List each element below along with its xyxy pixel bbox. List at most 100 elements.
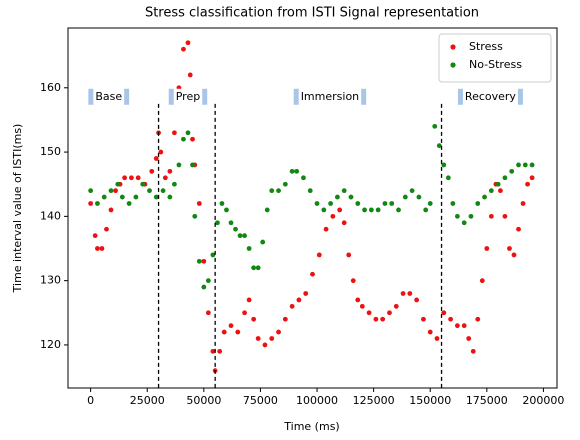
annotation-box xyxy=(293,88,367,105)
chart-title: Stress classification from ISTI Signal r… xyxy=(145,6,479,21)
annotation-bg xyxy=(168,88,208,105)
point xyxy=(201,284,207,290)
point xyxy=(153,156,159,161)
point xyxy=(95,201,100,206)
point xyxy=(479,278,485,284)
point xyxy=(108,188,114,194)
point xyxy=(450,201,456,206)
point xyxy=(382,201,388,206)
annotation-bg xyxy=(457,88,523,105)
point xyxy=(276,188,281,194)
point xyxy=(196,201,202,206)
annotation: Prep xyxy=(176,90,200,103)
point xyxy=(307,188,313,194)
x-tick-label: 25000 xyxy=(130,394,165,407)
point xyxy=(335,194,340,200)
point xyxy=(522,162,528,168)
point xyxy=(488,188,494,194)
point xyxy=(416,194,422,200)
point xyxy=(482,194,487,200)
point xyxy=(448,316,453,322)
point xyxy=(421,316,426,322)
annotation: Immersion xyxy=(301,90,359,103)
point xyxy=(432,123,438,129)
x-tick-label: 150000 xyxy=(409,394,451,407)
point xyxy=(251,265,257,271)
point xyxy=(104,226,109,232)
point xyxy=(255,336,261,341)
y-tick-label: 150 xyxy=(40,145,61,158)
x-tick-label: 200000 xyxy=(522,394,564,407)
point xyxy=(323,226,329,232)
point xyxy=(475,316,481,322)
point xyxy=(484,246,490,251)
point xyxy=(393,303,399,309)
point xyxy=(251,316,257,322)
point xyxy=(488,213,494,219)
point xyxy=(427,201,433,206)
point xyxy=(88,188,94,194)
point xyxy=(296,297,302,303)
point xyxy=(423,207,429,213)
point xyxy=(348,194,354,200)
point xyxy=(246,297,252,303)
point xyxy=(88,201,94,206)
point xyxy=(217,348,223,354)
point xyxy=(224,207,229,213)
point xyxy=(409,188,415,194)
x-tick-label: 75000 xyxy=(243,394,278,407)
point xyxy=(502,175,508,181)
annotation-cap xyxy=(124,88,130,105)
point xyxy=(373,316,379,322)
point xyxy=(461,220,467,226)
point xyxy=(242,233,247,239)
point xyxy=(316,252,322,258)
point xyxy=(167,168,173,174)
point xyxy=(260,239,266,245)
point xyxy=(498,188,503,194)
point xyxy=(228,220,234,226)
point xyxy=(362,207,367,213)
point xyxy=(115,181,121,187)
point xyxy=(228,323,234,329)
annotation: Base xyxy=(95,90,122,103)
point xyxy=(396,207,401,213)
annotation: Recovery xyxy=(465,90,516,103)
annotation-bg xyxy=(293,88,367,105)
point xyxy=(158,149,164,155)
point xyxy=(147,188,152,194)
legend-marker xyxy=(450,44,456,50)
point xyxy=(402,194,408,200)
point xyxy=(529,162,535,168)
point xyxy=(368,207,374,213)
point xyxy=(427,329,433,335)
point xyxy=(185,130,191,136)
y-tick-label: 160 xyxy=(40,81,61,94)
legend-frame xyxy=(438,33,552,83)
point xyxy=(190,136,195,142)
annotation-cap xyxy=(361,88,367,105)
x-tick-label: 175000 xyxy=(466,394,508,407)
plot-frame xyxy=(67,27,558,389)
point xyxy=(135,175,141,181)
point xyxy=(140,181,146,187)
point xyxy=(434,336,440,341)
point xyxy=(262,342,268,348)
x-tick-label: 50000 xyxy=(186,394,221,407)
legend-marker xyxy=(450,62,456,68)
point xyxy=(153,194,159,200)
point xyxy=(190,162,195,168)
point xyxy=(511,252,517,258)
point xyxy=(436,143,442,149)
point xyxy=(468,213,474,219)
point xyxy=(233,226,238,232)
annotation-cap xyxy=(168,88,174,105)
point xyxy=(282,316,288,322)
point xyxy=(133,194,139,200)
point xyxy=(359,303,365,309)
point xyxy=(210,348,216,354)
y-tick-label: 130 xyxy=(40,274,61,287)
point xyxy=(414,297,420,303)
point xyxy=(119,194,125,200)
point xyxy=(185,40,191,46)
